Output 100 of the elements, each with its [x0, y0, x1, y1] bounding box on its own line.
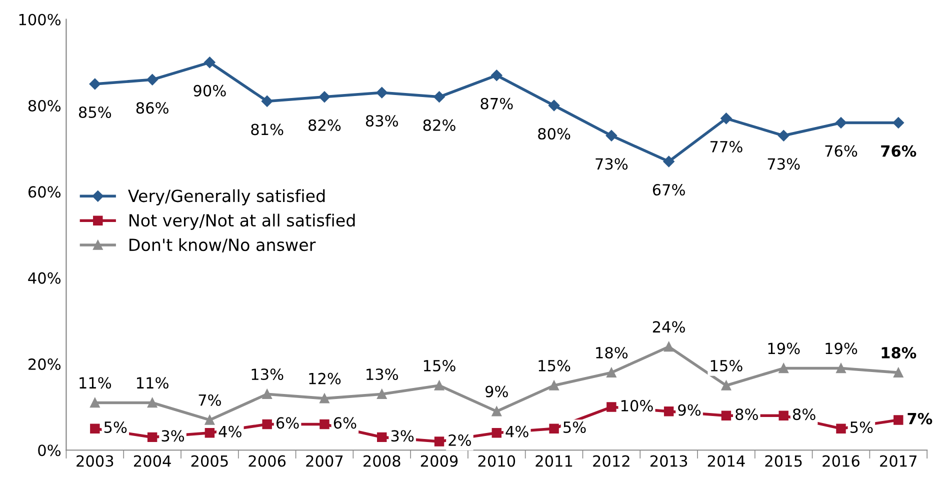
point [320, 394, 330, 404]
point [664, 406, 674, 416]
point [377, 432, 387, 442]
point [606, 130, 618, 142]
y-tick-label: 60% [28, 186, 61, 198]
data-label: 73% [768, 158, 800, 170]
x-tick-label: 2007 [306, 455, 343, 467]
legend-label: Don't know/No answer [130, 238, 316, 252]
data-label: 85% [78, 106, 112, 118]
point [663, 156, 674, 168]
data-label: 7% [908, 412, 932, 424]
point [146, 74, 158, 86]
data-label: 81% [251, 124, 284, 136]
data-label: 6% [334, 417, 356, 429]
point [721, 380, 732, 390]
point [894, 368, 904, 378]
y-tick-label: 40% [28, 272, 61, 284]
data-label: 13% [252, 368, 284, 380]
point [548, 100, 560, 112]
data-label: 8% [792, 408, 816, 420]
data-label: 7% [198, 394, 221, 406]
x-tick-label: 2016 [822, 455, 860, 467]
point [434, 91, 445, 102]
data-label: 6% [276, 417, 299, 429]
data-label: 4% [506, 426, 528, 438]
y-tick-label: 100% [19, 14, 61, 26]
data-label: 90% [194, 84, 226, 96]
point [318, 91, 330, 102]
point [434, 380, 444, 390]
data-label: 18% [596, 346, 628, 359]
point [836, 424, 846, 434]
point [720, 112, 732, 124]
data-label: 83% [366, 115, 398, 127]
point [204, 428, 215, 438]
point [261, 96, 273, 107]
point [90, 398, 100, 408]
data-label: 15% [710, 360, 742, 372]
y-tick-label: 20% [28, 358, 61, 370]
data-label: 87% [480, 98, 513, 110]
point [376, 86, 388, 98]
data-label: 10% [621, 400, 653, 412]
data-label: 2% [448, 434, 471, 446]
point [320, 419, 330, 430]
x-tick-label: 2017 [880, 455, 917, 467]
x-tick-label: 2009 [420, 455, 458, 467]
x-tick-label: 2005 [191, 455, 228, 467]
data-label: 73% [596, 158, 628, 170]
point [491, 70, 502, 81]
x-tick-label: 2014 [708, 455, 745, 467]
point [778, 363, 788, 374]
legend-label: Very/Generally satisfied [128, 189, 325, 206]
x-tick-label: 2004 [134, 455, 171, 467]
point [492, 428, 502, 438]
y-tick-label: 0% [38, 444, 61, 456]
data-label: 9% [678, 404, 701, 416]
point [434, 436, 444, 446]
point [721, 410, 732, 421]
point [606, 402, 616, 412]
point [262, 419, 272, 430]
point [90, 424, 100, 434]
point [836, 363, 846, 374]
data-label: 80% [538, 128, 570, 140]
x-tick-label: 2012 [593, 455, 630, 467]
data-label: 3% [391, 430, 414, 442]
x-tick-label: 2003 [76, 455, 114, 467]
point [606, 368, 616, 378]
point [778, 410, 788, 421]
data-label: 8% [736, 408, 758, 420]
data-label: 19% [768, 342, 800, 354]
data-label: 76% [881, 145, 916, 157]
data-label: 4% [218, 426, 242, 438]
point [892, 117, 904, 128]
data-label: 15% [424, 360, 456, 372]
data-label: 86% [136, 102, 168, 114]
x-tick-label: 2010 [478, 455, 516, 467]
data-label: 3% [162, 430, 184, 442]
y-tick-label: 80% [28, 100, 61, 112]
data-label: 11% [80, 377, 112, 389]
data-label: 82% [308, 119, 341, 131]
point [549, 424, 559, 434]
x-tick-label: 2011 [536, 455, 572, 467]
point [204, 56, 216, 68]
point [204, 415, 215, 425]
point [835, 117, 847, 128]
data-label: 19% [826, 342, 858, 354]
data-label: 24% [652, 321, 685, 333]
data-label: 5% [104, 421, 127, 434]
point [894, 415, 904, 425]
point [377, 389, 387, 399]
point [147, 398, 158, 408]
data-label: 67% [652, 184, 685, 196]
data-label: 5% [850, 421, 873, 434]
data-label: 5% [564, 421, 586, 434]
data-label: 82% [423, 119, 456, 131]
x-tick-label: 2006 [248, 455, 286, 467]
data-label: 77% [710, 140, 742, 152]
data-label: 11% [137, 377, 168, 389]
data-label: 18% [882, 346, 916, 359]
point [664, 342, 674, 352]
point [778, 130, 790, 142]
